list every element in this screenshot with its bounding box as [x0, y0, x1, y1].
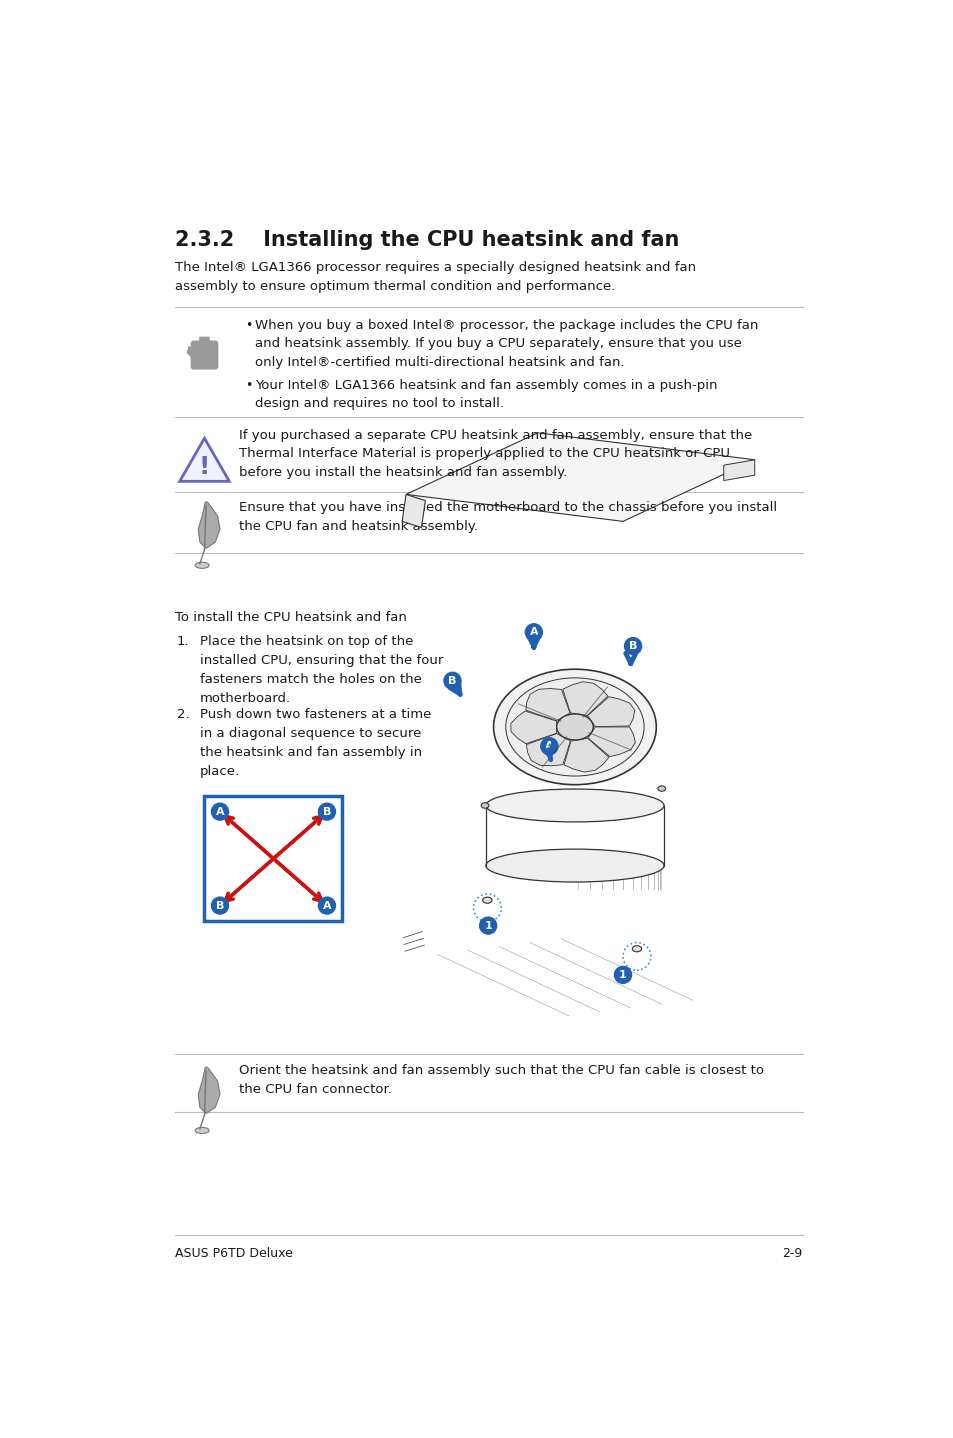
Polygon shape — [208, 342, 215, 365]
Text: 2.3.2    Installing the CPU heatsink and fan: 2.3.2 Installing the CPU heatsink and fa… — [174, 230, 679, 250]
Polygon shape — [198, 1067, 220, 1113]
Text: 1: 1 — [618, 969, 626, 979]
Ellipse shape — [556, 713, 593, 741]
Ellipse shape — [195, 562, 209, 568]
Circle shape — [473, 894, 500, 922]
Polygon shape — [525, 689, 569, 720]
Text: To install the CPU heatsink and fan: To install the CPU heatsink and fan — [174, 611, 407, 624]
Polygon shape — [198, 502, 220, 548]
Text: 2-9: 2-9 — [781, 1248, 802, 1261]
Circle shape — [479, 917, 497, 935]
Circle shape — [624, 637, 641, 654]
Polygon shape — [563, 738, 608, 772]
Circle shape — [318, 897, 335, 915]
Text: B: B — [628, 641, 637, 651]
Ellipse shape — [482, 897, 492, 903]
Text: If you purchased a separate CPU heatsink and fan assembly, ensure that the
Therm: If you purchased a separate CPU heatsink… — [239, 429, 752, 479]
Text: When you buy a boxed Intel® processor, the package includes the CPU fan
and heat: When you buy a boxed Intel® processor, t… — [254, 319, 758, 370]
Polygon shape — [587, 696, 634, 726]
Ellipse shape — [485, 789, 663, 823]
Circle shape — [540, 738, 558, 755]
Circle shape — [212, 897, 229, 915]
Circle shape — [614, 966, 631, 984]
Text: A: A — [215, 807, 224, 817]
Polygon shape — [402, 495, 425, 528]
Text: 2.: 2. — [176, 707, 189, 720]
Circle shape — [622, 942, 650, 971]
Text: B: B — [448, 676, 456, 686]
Text: B: B — [215, 900, 224, 910]
Text: A: A — [529, 627, 537, 637]
Polygon shape — [587, 728, 635, 756]
Polygon shape — [723, 460, 754, 480]
Circle shape — [525, 624, 542, 641]
Text: The Intel® LGA1366 processor requires a specially designed heatsink and fan
asse: The Intel® LGA1366 processor requires a … — [174, 262, 696, 292]
Polygon shape — [562, 682, 607, 716]
FancyBboxPatch shape — [192, 341, 217, 370]
Text: •: • — [245, 319, 253, 332]
Polygon shape — [526, 733, 570, 766]
Polygon shape — [187, 347, 195, 360]
Polygon shape — [406, 433, 754, 522]
Text: !: ! — [198, 456, 210, 479]
Ellipse shape — [493, 669, 656, 785]
Text: Push down two fasteners at a time
in a diagonal sequence to secure
the heatsink : Push down two fasteners at a time in a d… — [199, 707, 431, 778]
Text: ASUS P6TD Deluxe: ASUS P6TD Deluxe — [174, 1248, 293, 1261]
Text: 1.: 1. — [176, 634, 189, 647]
Circle shape — [318, 804, 335, 820]
Ellipse shape — [485, 848, 663, 881]
Text: A: A — [544, 741, 553, 751]
Text: Orient the heatsink and fan assembly such that the CPU fan cable is closest to
t: Orient the heatsink and fan assembly suc… — [239, 1064, 763, 1096]
Text: Your Intel® LGA1366 heatsink and fan assembly comes in a push-pin
design and req: Your Intel® LGA1366 heatsink and fan ass… — [254, 380, 717, 410]
Ellipse shape — [658, 785, 665, 791]
Ellipse shape — [632, 946, 641, 952]
Text: 1: 1 — [484, 920, 492, 930]
Text: A: A — [322, 900, 331, 910]
Ellipse shape — [480, 802, 488, 808]
Circle shape — [443, 673, 460, 689]
Polygon shape — [199, 338, 209, 367]
Text: Ensure that you have installed the motherboard to the chassis before you install: Ensure that you have installed the mothe… — [239, 502, 777, 533]
Polygon shape — [510, 710, 556, 743]
Text: •: • — [245, 380, 253, 393]
Ellipse shape — [195, 1127, 209, 1133]
Text: B: B — [322, 807, 331, 817]
Text: Place the heatsink on top of the
installed CPU, ensuring that the four
fasteners: Place the heatsink on top of the install… — [199, 634, 443, 705]
Polygon shape — [179, 439, 229, 482]
Ellipse shape — [505, 677, 643, 777]
FancyBboxPatch shape — [204, 797, 342, 920]
Circle shape — [212, 804, 229, 820]
